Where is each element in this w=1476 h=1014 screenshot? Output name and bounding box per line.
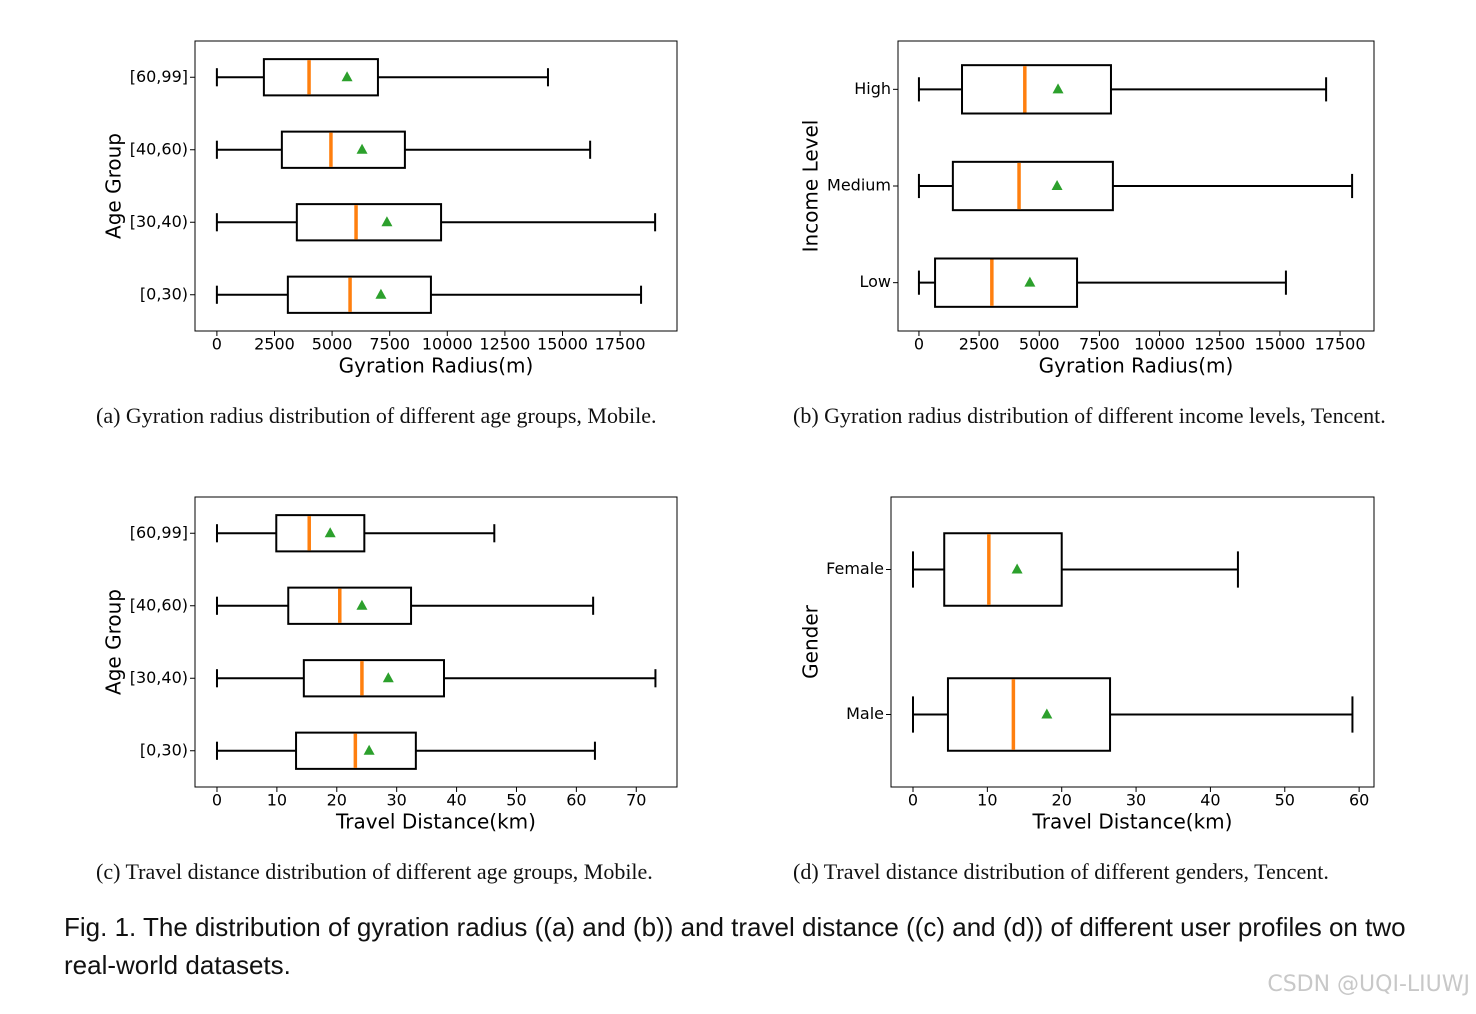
x-tick-label: 10000 — [1134, 335, 1185, 354]
y-tick-label: [60,99] — [130, 67, 188, 86]
plot-frame — [194, 496, 678, 788]
y-axis-label: Income Level — [799, 120, 823, 253]
x-axis-label: Gyration Radius(m) — [1039, 354, 1234, 378]
mean-marker — [324, 527, 336, 538]
x-tick-label: 2500 — [959, 335, 1000, 354]
x-tick-label: 15000 — [1254, 335, 1305, 354]
x-tick-label: 40 — [446, 791, 466, 810]
mean-marker — [375, 288, 387, 299]
subcaption: (b) Gyration radius distribution of diff… — [793, 403, 1386, 428]
x-tick-label: 17500 — [1315, 335, 1366, 354]
mean-marker — [1024, 276, 1036, 287]
subcaption: (d) Travel distance distribution of diff… — [793, 859, 1329, 884]
mean-marker — [381, 216, 393, 227]
x-tick-label: 15000 — [537, 335, 588, 354]
box — [287, 586, 413, 625]
x-tick-label: 0 — [908, 791, 918, 810]
y-tick-label: Medium — [827, 176, 891, 195]
x-tick-label: 7500 — [369, 335, 410, 354]
mean-marker — [1051, 180, 1063, 190]
box — [943, 532, 1063, 607]
x-tick-label: 0 — [212, 335, 222, 354]
y-tick-label: [30,40) — [130, 668, 188, 687]
mean-marker — [356, 599, 368, 610]
x-tick-label: 70 — [626, 791, 646, 810]
box — [275, 514, 366, 553]
plot-frame — [890, 496, 1375, 788]
y-tick-label: [0,30) — [140, 284, 188, 303]
x-tick-label: 17500 — [595, 335, 646, 354]
x-tick-label: 10 — [977, 791, 997, 810]
mean-marker — [382, 672, 394, 683]
box — [295, 203, 443, 242]
x-axis-label: Travel Distance(km) — [335, 810, 536, 834]
x-tick-label: 30 — [1126, 791, 1146, 810]
x-tick-label: 5000 — [1019, 335, 1060, 354]
y-tick-label: [60,99] — [130, 523, 188, 542]
box — [934, 257, 1079, 308]
mean-marker — [363, 744, 375, 755]
x-tick-label: 12500 — [1194, 335, 1245, 354]
mean-marker — [356, 143, 368, 154]
x-tick-label: 40 — [1200, 791, 1220, 810]
x-tick-label: 2500 — [254, 335, 295, 354]
mean-marker — [1052, 83, 1064, 94]
box — [280, 130, 406, 169]
y-tick-label: [0,30) — [140, 740, 188, 759]
x-axis-label: Gyration Radius(m) — [339, 354, 534, 378]
figure-caption: Fig. 1. The distribution of gyration rad… — [64, 912, 1406, 980]
x-tick-label: 5000 — [312, 335, 353, 354]
box — [295, 731, 417, 770]
x-tick-label: 7500 — [1079, 335, 1120, 354]
y-tick-label: [40,60) — [130, 595, 188, 614]
y-tick-label: Female — [826, 559, 884, 578]
y-axis-label: Gender — [799, 604, 823, 678]
box — [951, 160, 1114, 212]
y-tick-label: High — [854, 79, 891, 98]
x-tick-label: 30 — [386, 791, 406, 810]
x-tick-label: 10000 — [422, 335, 473, 354]
mean-marker — [1011, 563, 1023, 574]
y-tick-label: Male — [846, 704, 884, 723]
plot-frame — [194, 40, 678, 332]
subcaption: (c) Travel distance distribution of diff… — [96, 859, 653, 884]
x-tick-label: 0 — [914, 335, 924, 354]
x-tick-label: 10 — [267, 791, 287, 810]
box — [302, 659, 445, 698]
subcaption: (a) Gyration radius distribution of diff… — [96, 403, 657, 428]
y-tick-label: Low — [859, 272, 891, 291]
mean-marker — [341, 71, 353, 82]
x-tick-label: 20 — [1052, 791, 1072, 810]
x-axis-label: Travel Distance(km) — [1032, 810, 1233, 834]
x-tick-label: 60 — [566, 791, 586, 810]
x-tick-label: 12500 — [479, 335, 530, 354]
x-tick-label: 50 — [1275, 791, 1295, 810]
mean-marker — [1041, 708, 1053, 719]
y-tick-label: [40,60) — [130, 139, 188, 158]
box — [286, 275, 432, 314]
y-tick-label: [30,40) — [130, 212, 188, 231]
box — [961, 64, 1112, 115]
x-tick-label: 20 — [327, 791, 347, 810]
box — [946, 677, 1112, 752]
x-tick-label: 0 — [212, 791, 222, 810]
y-axis-label: Age Group — [102, 589, 126, 695]
watermark: CSDN @UQI-LIUWJ — [1267, 972, 1470, 997]
y-axis-label: Age Group — [102, 133, 126, 239]
box — [262, 58, 379, 97]
x-tick-label: 50 — [506, 791, 526, 810]
x-tick-label: 60 — [1349, 791, 1369, 810]
